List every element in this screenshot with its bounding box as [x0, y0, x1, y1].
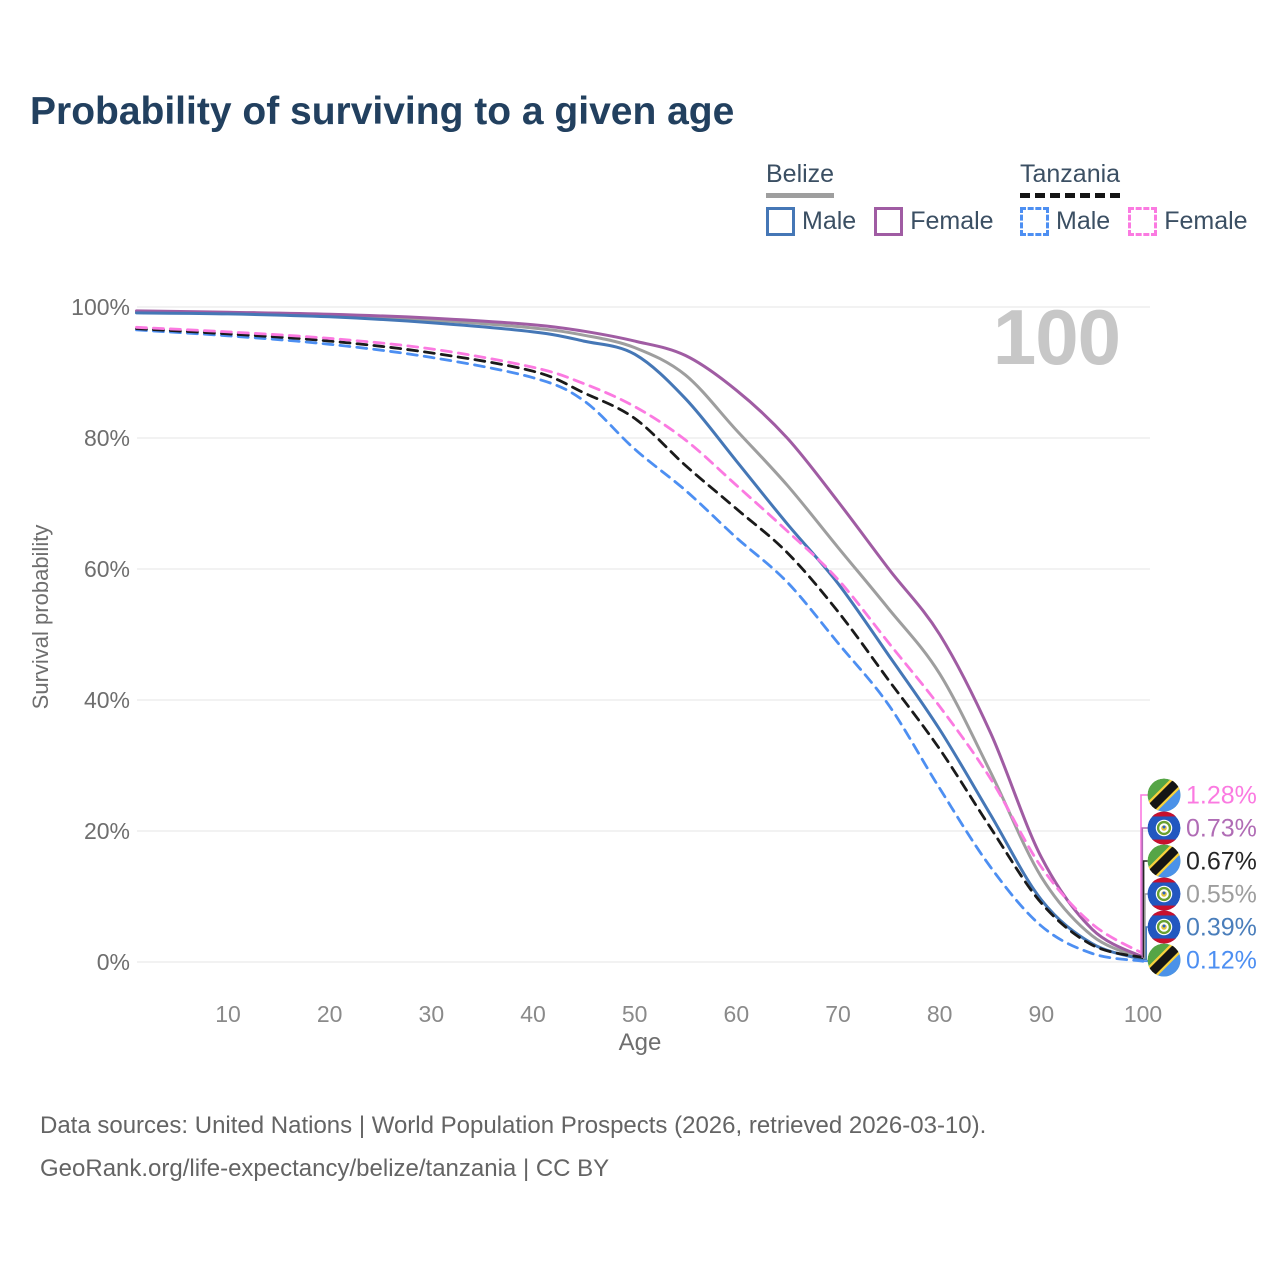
series-line-tanzania-male[interactable]: [135, 328, 1145, 963]
series-line-belize-female[interactable]: [135, 309, 1145, 959]
end-value-label-tanzania-female: 1.28%: [1186, 782, 1257, 810]
series-line-tanzania-female[interactable]: [135, 325, 1145, 955]
y-tick-label: 40%: [84, 687, 130, 713]
legend-item-belize-female[interactable]: Female: [874, 207, 994, 236]
belize-flag-icon: [1147, 910, 1181, 944]
end-label-connector: [1143, 926, 1148, 961]
y-tick-label: 80%: [84, 425, 130, 451]
end-value-label-belize-female: 0.73%: [1186, 815, 1257, 843]
tanzania-female-swatch-icon: [1128, 207, 1158, 236]
x-tick-label: 30: [419, 1001, 445, 1027]
belize-flag-icon: [1147, 877, 1181, 911]
tanzania-flag-icon: [1147, 778, 1181, 812]
y-tick-label: 100%: [71, 294, 130, 320]
end-value-label-belize: 0.55%: [1186, 881, 1257, 909]
tanzania-male-swatch-icon: [1020, 207, 1049, 236]
legend-item-belize-male[interactable]: Male: [766, 207, 856, 236]
y-axis-title: Survival probability: [28, 525, 53, 710]
footer: Data sources: United Nations | World Pop…: [40, 1104, 986, 1190]
x-tick-label: 100: [1124, 1001, 1162, 1027]
belize-flag-icon: [1147, 811, 1181, 845]
series-line-tanzania[interactable]: [135, 327, 1145, 959]
end-value-label-tanzania: 0.67%: [1186, 848, 1257, 876]
legend-item-label: Male: [802, 207, 857, 235]
legend-item-tanzania-male[interactable]: Male: [1020, 207, 1110, 236]
x-tick-label: 60: [724, 1001, 750, 1027]
legend-item-tanzania-female[interactable]: Female: [1128, 207, 1248, 236]
legend-group-belize: Belize Male Female: [766, 160, 1012, 236]
legend-country-tanzania: Tanzania: [1020, 160, 1121, 198]
x-axis-title: Age: [619, 1029, 662, 1056]
end-value-label-belize-male: 0.39%: [1186, 914, 1257, 942]
legend-item-label: Male: [1056, 207, 1111, 235]
footer-sources-line: Data sources: United Nations | World Pop…: [40, 1112, 987, 1139]
tanzania-flag-icon: [1147, 943, 1181, 977]
legend-country-belize: Belize: [766, 160, 835, 198]
y-tick-label: 60%: [84, 556, 130, 582]
y-tick-label: 0%: [97, 949, 130, 975]
x-tick-label: 20: [317, 1001, 343, 1027]
y-tick-label: 20%: [84, 818, 130, 844]
legend: Belize Male Female Tanzania Male Female: [0, 160, 1280, 250]
end-label-connector: [1143, 960, 1149, 963]
end-label-connector: [1141, 827, 1148, 959]
legend-item-label: Female: [910, 207, 994, 235]
page-title: Probability of surviving to a given age: [30, 90, 735, 133]
footer-license-line: GeoRank.org/life-expectancy/belize/tanza…: [40, 1155, 610, 1182]
legend-group-tanzania: Tanzania Male Female: [1020, 160, 1266, 236]
legend-item-label: Female: [1164, 207, 1248, 235]
x-tick-label: 70: [825, 1001, 851, 1027]
x-tick-label: 10: [215, 1001, 241, 1027]
x-tick-label: 90: [1029, 1001, 1055, 1027]
series-line-belize-male[interactable]: [135, 311, 1145, 961]
belize-male-swatch-icon: [766, 207, 795, 236]
x-tick-label: 50: [622, 1001, 648, 1027]
x-tick-label: 80: [927, 1001, 953, 1027]
belize-female-swatch-icon: [874, 207, 904, 236]
age-watermark: 100: [992, 293, 1121, 381]
end-label-connector: [1143, 893, 1148, 960]
tanzania-flag-icon: [1147, 844, 1181, 878]
x-tick-label: 40: [520, 1001, 546, 1027]
end-value-label-tanzania-male: 0.12%: [1186, 947, 1257, 975]
